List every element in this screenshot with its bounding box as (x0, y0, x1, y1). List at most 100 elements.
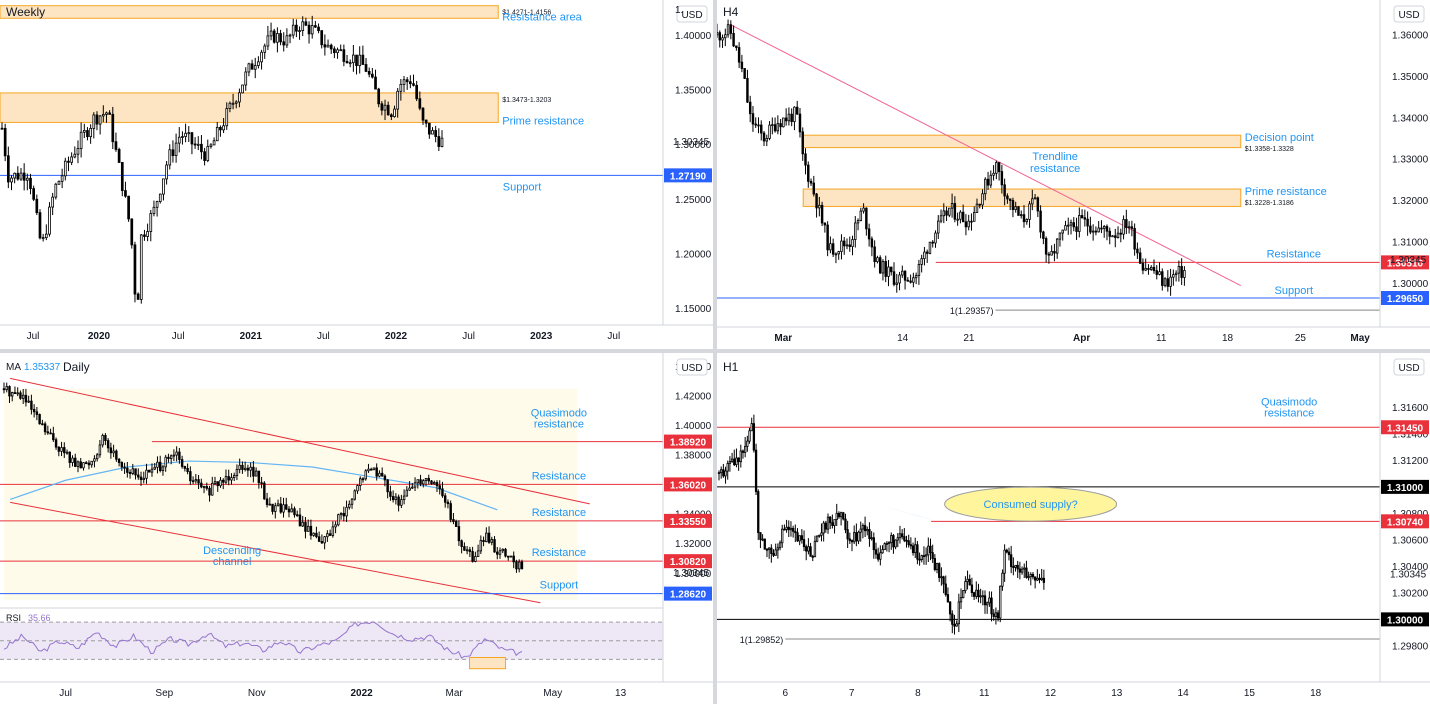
candle (142, 477, 145, 481)
candle (109, 447, 113, 454)
candle (328, 533, 332, 536)
candle (1161, 271, 1164, 286)
currency-badge-box[interactable] (1393, 358, 1425, 376)
currency-badge[interactable]: USD (1393, 5, 1425, 23)
candle (1011, 200, 1015, 210)
y-tick-label: 1.15000 (675, 304, 712, 315)
candle (809, 180, 813, 184)
daily-chart-panel[interactable]: Descending channel Quasimodo resistance Resi… (0, 353, 713, 704)
candle (885, 542, 889, 545)
candle (833, 519, 836, 526)
currency-badge[interactable]: USD (676, 5, 708, 23)
x-tick-label: Mar (774, 333, 792, 344)
candle (762, 132, 766, 142)
candle (465, 549, 469, 552)
candle (975, 589, 978, 597)
candle (783, 528, 786, 531)
currency-badge[interactable]: USD (676, 358, 708, 376)
candle (853, 532, 856, 543)
candle (1014, 564, 1017, 568)
candle (65, 451, 69, 454)
candle (776, 547, 780, 551)
zone-name-label: Prime resistance (502, 115, 584, 127)
candle (1031, 573, 1035, 578)
candle (726, 463, 729, 472)
currency-badge[interactable]: USD (1393, 358, 1425, 376)
candle (285, 35, 289, 46)
candle (978, 203, 981, 206)
candle (269, 30, 273, 37)
candle (412, 83, 415, 86)
candle (156, 461, 159, 468)
candle (744, 445, 747, 453)
candle (739, 450, 742, 463)
x-tick-label: Jul (317, 331, 330, 342)
candle (924, 554, 928, 557)
candle (232, 475, 236, 479)
candle (254, 470, 258, 477)
candle (183, 466, 187, 469)
candle (796, 532, 799, 542)
candle (945, 210, 948, 216)
fib-label: 1(1.29357) (950, 306, 994, 316)
h4-chart-panel[interactable]: Decision point $1.3358-1.3328 Prime resist… (717, 0, 1430, 349)
candle (865, 207, 868, 230)
price-tag-box (664, 434, 712, 449)
candle (989, 174, 993, 186)
candle (520, 561, 524, 570)
h1-chart-panel[interactable]: Quasimodo resistance 1(1.29852) Consumed su… (717, 353, 1430, 704)
candle (276, 503, 280, 507)
weekly-chart-panel[interactable]: $1.4271-1.4156 Resistance area $1.3473-1.3… (0, 0, 713, 349)
candle (720, 469, 723, 474)
candle (942, 210, 946, 217)
candle (1033, 197, 1037, 200)
candle (339, 512, 343, 516)
candle (818, 534, 821, 537)
price-tag-text: 1.28620 (670, 590, 707, 601)
currency-badge-box[interactable] (676, 5, 708, 23)
currency-badge-box[interactable] (1393, 5, 1425, 23)
candle (76, 148, 80, 155)
candle (866, 529, 869, 532)
candle (1064, 225, 1067, 231)
candle (279, 33, 282, 43)
x-tick-label: 6 (783, 688, 789, 699)
candle (234, 101, 238, 104)
candle (1163, 278, 1167, 286)
candle (253, 65, 257, 70)
candle (98, 444, 102, 456)
candle (411, 486, 414, 489)
currency-badge-box[interactable] (676, 358, 708, 376)
x-tick-label: 2022 (350, 688, 373, 699)
y-tick-label: 1.32000 (675, 539, 712, 550)
candle (209, 144, 213, 147)
candle (1155, 270, 1158, 275)
candle (57, 180, 61, 185)
candle (93, 458, 96, 462)
candle (288, 34, 292, 37)
candle (290, 508, 293, 513)
candle (1036, 197, 1040, 212)
candle (238, 464, 241, 470)
candle (724, 470, 727, 477)
candle (873, 246, 876, 263)
candle (1183, 269, 1186, 278)
candle (249, 466, 252, 471)
candle (359, 478, 362, 486)
candle (164, 456, 167, 468)
price-tag-box (1381, 291, 1429, 305)
candle (386, 104, 390, 116)
candle (184, 132, 187, 137)
candle (48, 206, 51, 235)
x-tick-label: 18 (1222, 333, 1234, 344)
candle (169, 455, 173, 459)
candle (41, 423, 44, 426)
candle (380, 103, 384, 111)
candle (43, 423, 47, 433)
candle (760, 124, 763, 134)
candle (482, 539, 485, 543)
price-tag-text: 1.30000 (1387, 615, 1424, 626)
candle (186, 468, 189, 472)
